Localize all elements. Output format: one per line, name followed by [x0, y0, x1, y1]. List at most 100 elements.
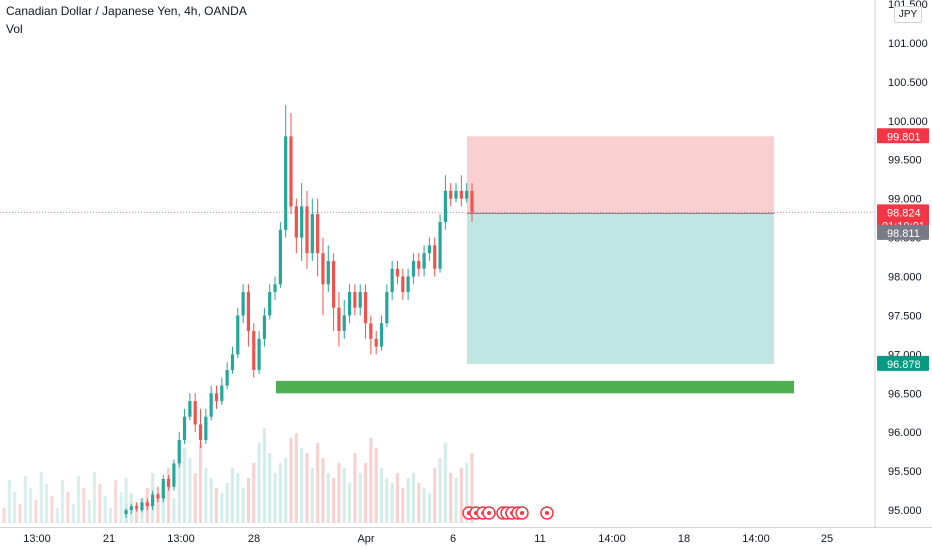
support-zone — [276, 380, 794, 394]
candle-body — [379, 323, 384, 347]
volume-bar — [332, 478, 336, 523]
volume-bar — [2, 508, 6, 523]
volume-bar — [135, 503, 139, 523]
volume-bar — [214, 488, 219, 523]
volume-bar — [87, 500, 91, 523]
volume-label: Vol — [6, 22, 23, 36]
y-tick-label: 99.000 — [888, 194, 922, 206]
volume-bar — [316, 443, 320, 523]
volume-bar — [66, 492, 70, 523]
candle-body — [465, 190, 469, 199]
volume-bar — [60, 480, 65, 523]
volume-bar — [34, 500, 38, 523]
candle-body — [236, 315, 240, 355]
volume-bar — [326, 473, 330, 523]
x-tick-label: Apr — [357, 533, 374, 545]
volume-bar — [289, 438, 293, 523]
volume-bar — [268, 453, 272, 523]
volume-bar — [422, 488, 426, 523]
position-tool[interactable] — [0, 136, 875, 394]
candle-body — [193, 401, 197, 425]
volume-bar — [92, 472, 97, 523]
volume-bar — [114, 480, 118, 523]
volume-bar — [103, 496, 107, 523]
volume-bar — [401, 488, 405, 523]
candle-body — [395, 268, 400, 277]
volume-bar — [353, 453, 357, 523]
candlesticks — [124, 105, 474, 518]
candle-body — [284, 136, 288, 230]
candle-body — [268, 292, 272, 316]
x-tick-label: 28 — [248, 533, 260, 545]
candle-body — [470, 190, 474, 213]
candle-body — [246, 292, 251, 332]
volume-bar — [321, 458, 325, 523]
candle-body — [135, 506, 139, 509]
candle-body — [257, 338, 261, 370]
volume-bar — [294, 433, 298, 523]
volume-bar — [172, 498, 176, 523]
candle-body — [449, 190, 453, 199]
candle-body — [310, 214, 314, 254]
volume-bar — [71, 504, 75, 523]
chart-title: Canadian Dollar / Japanese Yen, 4h, OAND… — [6, 4, 247, 18]
volume-bar — [55, 508, 59, 523]
volume-bar — [182, 448, 187, 523]
volume-bar — [124, 478, 128, 523]
candle-body — [278, 229, 282, 285]
candle-body — [459, 190, 463, 199]
currency-button[interactable]: JPY — [894, 6, 922, 23]
candle-body — [363, 292, 368, 324]
volume-bar — [166, 468, 171, 523]
volume-bar — [395, 473, 400, 523]
volume-bar — [347, 483, 352, 523]
candle-body — [225, 369, 229, 386]
volume-bar — [454, 478, 458, 523]
volume-bar — [29, 488, 33, 523]
candle-body — [172, 463, 176, 487]
candle-body — [443, 190, 447, 223]
volume-bar — [82, 488, 86, 523]
candle-body — [129, 506, 133, 511]
y-tick-label: 99.500 — [888, 155, 922, 167]
candle-body — [140, 502, 144, 511]
volume-bar — [358, 473, 362, 523]
candle-body — [230, 354, 235, 370]
candle-body — [417, 260, 421, 269]
candle-body — [300, 206, 304, 238]
candle-body — [337, 307, 341, 332]
y-tick-label: 100.000 — [888, 116, 928, 128]
y-tick-label: 95.000 — [888, 505, 922, 517]
candle-body — [177, 440, 181, 464]
y-tick-label: 96.500 — [888, 388, 922, 400]
volume-bar — [363, 463, 368, 523]
candle-body — [241, 292, 245, 316]
candle-body — [406, 276, 410, 293]
economic-events[interactable] — [462, 506, 554, 520]
candle-body — [438, 222, 442, 269]
take-profit-tag-label: 96.878 — [887, 359, 921, 371]
volume-bar — [337, 463, 341, 523]
volume-bar — [427, 493, 432, 523]
volume-bar — [438, 458, 442, 523]
candle-body — [294, 206, 298, 238]
volume-bar — [220, 493, 224, 523]
volume-bar — [443, 443, 447, 523]
take-profit-tag — [877, 355, 929, 371]
volume-bar — [374, 448, 378, 523]
candle-body — [411, 260, 416, 277]
candle-body — [182, 416, 187, 441]
volume-bar — [108, 508, 113, 523]
candle-body — [252, 331, 256, 370]
volume-bar — [385, 478, 389, 523]
x-tick-label: 13:00 — [167, 533, 195, 545]
volume-bar — [188, 458, 192, 523]
y-tick-label: 95.500 — [888, 466, 922, 478]
volume-bars — [2, 428, 474, 523]
event-icon-dot — [487, 511, 491, 515]
volume-bar — [50, 496, 54, 523]
volume-bar — [204, 468, 208, 523]
candle-body — [166, 478, 171, 487]
